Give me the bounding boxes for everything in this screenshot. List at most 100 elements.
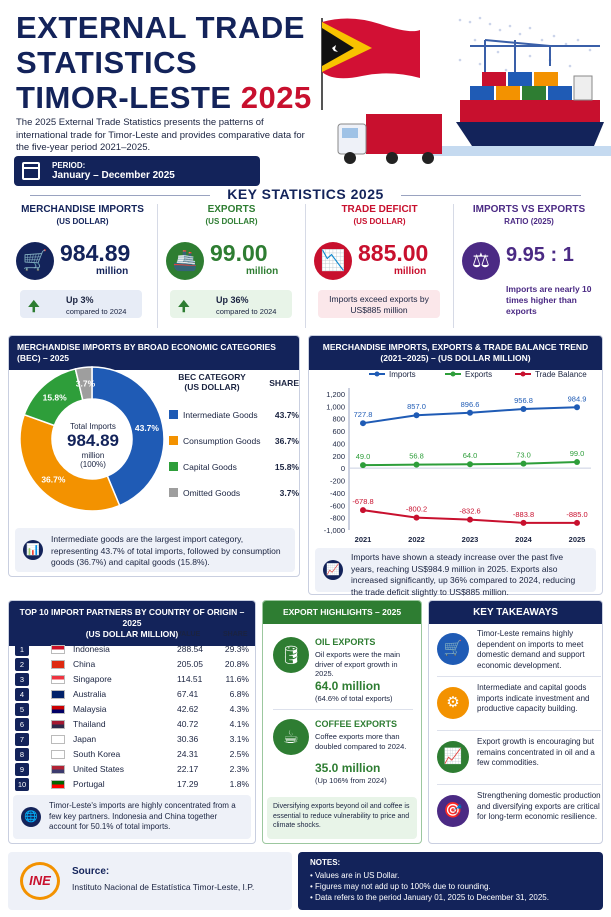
exports-value: 99.00 (210, 240, 268, 266)
y-tick-label: -200 (330, 477, 345, 486)
import-value: 22.17 (177, 764, 199, 774)
flag-icon (51, 675, 65, 684)
data-point (574, 404, 580, 411)
source-box: INE Source: Instituto Nacional de Estatí… (8, 852, 292, 910)
data-label: -678.8 (352, 497, 373, 506)
y-tick-label: 400 (332, 439, 345, 448)
rank-badge: 4 (15, 688, 29, 701)
takeaways-panel: KEY TAKEAWAYS 🛒 Timor-Leste remains high… (428, 600, 603, 844)
exports-change-badge: 🠉 Up 36% compared to 2024 (170, 290, 292, 318)
notes-label: NOTES: (310, 858, 341, 867)
coffee-beans-icon: ☕ (273, 719, 309, 755)
bec-legend-header: BEC CATEGORY (US DOLLAR) SHARE (169, 372, 299, 392)
legend-item: Consumption Goods 36.7% (169, 436, 299, 446)
table-row: 10 Portugal 17.29 1.8% (15, 778, 251, 793)
export-note: Diversifying exports beyond oil and coff… (267, 797, 417, 839)
coffee-value: 35.0 million (315, 761, 381, 775)
export-highlights-heading: EXPORT HIGHLIGHTS – 2025 (263, 601, 421, 624)
deficit-note: Imports exceed exports by US$885 million (318, 290, 440, 318)
legend-head-category: BEC CATEGORY (178, 372, 246, 382)
data-label: 984.9 (568, 394, 587, 403)
page-title: EXTERNAL TRADE STATISTICS TIMOR-LESTE 20… (16, 10, 316, 115)
data-point (413, 514, 420, 521)
title-year: 2025 (240, 80, 312, 115)
donut-slice-label: 3.7% (76, 378, 96, 388)
calendar-icon (22, 162, 40, 180)
coffee-text: Coffee exports more than doubled compare… (315, 732, 407, 751)
trade-deficit-card: TRADE DEFICIT (US DOLLAR) 📉 885.00 milli… (306, 204, 454, 328)
import-share: 4.1% (229, 719, 249, 729)
trend-chart-icon: 📈 (323, 560, 343, 580)
legend-swatch (169, 462, 178, 471)
oil-barrel-icon: 🛢 (273, 637, 309, 673)
exports-card: EXPORTS (US DOLLAR) 🚢 99.00 million 🠉 Up… (158, 204, 306, 328)
import-share: 2.5% (229, 749, 249, 759)
country-name: China (73, 659, 96, 669)
data-point (360, 462, 366, 469)
data-point (413, 461, 420, 468)
legend-item: Exports (445, 370, 492, 379)
gears-icon: ⚙ (437, 687, 469, 719)
legend-share: 15.8% (274, 462, 299, 472)
y-tick-label: 1,200 (326, 390, 345, 399)
country-name: Australia (73, 689, 107, 699)
note-item: • Values are in US Dollar. (310, 871, 400, 880)
imports-change-badge: 🠉 Up 3% compared to 2024 (20, 290, 142, 318)
ship-icon: 🚢 (166, 242, 204, 280)
donut-slice-label: 43.7% (135, 423, 160, 433)
data-point (467, 516, 473, 523)
x-tick-label: 2025 (569, 535, 586, 544)
data-point (360, 420, 366, 427)
cargo-ship-icon (430, 72, 611, 156)
cart-icon: 🛒 (16, 242, 54, 280)
ine-logo: INE (20, 862, 60, 900)
table-row: 3 Singapore 114.51 11.6% (15, 673, 251, 688)
legend-head-currency: (US DOLLAR) (184, 382, 240, 392)
data-label: 857.0 (407, 402, 426, 411)
legend-swatch (169, 410, 178, 419)
import-share: 29.3% (224, 644, 249, 654)
svg-text:Imports: Imports (389, 370, 416, 379)
source-value: Instituto Nacional de Estatística Timor-… (72, 882, 255, 892)
rank-badge: 3 (15, 673, 29, 686)
x-tick-label: 2023 (462, 535, 479, 544)
rank-badge: 1 (15, 643, 29, 656)
flag-icon (51, 660, 65, 669)
donut-slice-omitted-goods (74, 366, 93, 401)
legend-share: 43.7% (274, 410, 299, 420)
y-tick-label: 1,000 (326, 402, 345, 411)
imports-unit: million (96, 266, 129, 277)
data-label: 56.8 (409, 452, 424, 461)
flag-icon (51, 750, 65, 759)
donut-slice-intermediate-goods (91, 366, 165, 507)
data-point (467, 461, 473, 468)
timor-leste-flag-icon (321, 18, 420, 110)
y-tick-label: 600 (332, 427, 345, 436)
donut-slice-label: 15.8% (43, 392, 68, 402)
col-share-header: SHARE (223, 631, 248, 638)
data-label: -800.2 (406, 505, 427, 514)
rank-badge: 7 (15, 733, 29, 746)
import-value: 24.31 (177, 749, 199, 759)
x-tick-label: 2022 (408, 535, 425, 544)
country-name: Indonesia (73, 644, 110, 654)
data-point (574, 459, 580, 466)
key-statistics-heading: KEY STATISTICS 2025 (0, 186, 611, 202)
rank-badge: 2 (15, 658, 29, 671)
bec-panel: MERCHANDISE IMPORTS BY BROAD ECONOMIC CA… (8, 335, 300, 577)
data-point (467, 409, 473, 416)
data-label: 73.0 (516, 451, 531, 460)
country-name: Singapore (73, 674, 112, 684)
table-row: 4 Australia 67.41 6.8% (15, 688, 251, 703)
card-subtitle: (US DOLLAR) (353, 217, 406, 226)
declining-chart-icon: 📉 (314, 242, 352, 280)
import-share: 11.6% (225, 674, 249, 684)
oil-value: 64.0 million (315, 679, 381, 693)
import-share: 3.1% (229, 734, 249, 744)
country-name: Thailand (73, 719, 106, 729)
donut-slice-label: 36.7% (41, 475, 66, 485)
data-label: 49.0 (356, 452, 371, 461)
y-tick-label: -1,000 (324, 526, 345, 535)
y-tick-label: 200 (332, 452, 345, 461)
trend-panel: MERCHANDISE IMPORTS, EXPORTS & TRADE BAL… (308, 335, 603, 597)
